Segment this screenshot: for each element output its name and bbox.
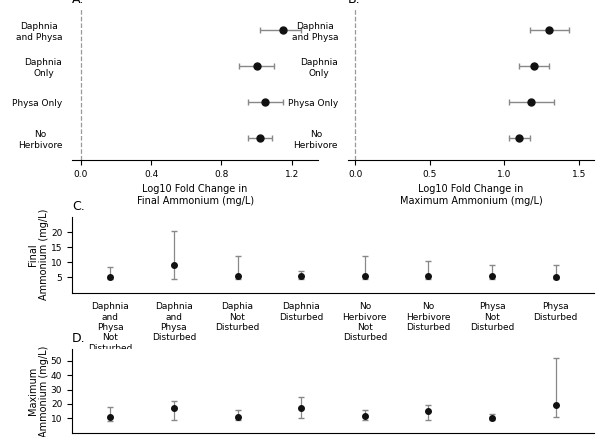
X-axis label: Log10 Fold Change in
Final Ammonium (mg/L): Log10 Fold Change in Final Ammonium (mg/… (137, 184, 254, 206)
X-axis label: Log10 Fold Change in
Maximum Ammonium (mg/L): Log10 Fold Change in Maximum Ammonium (m… (400, 184, 542, 206)
Y-axis label: Maximum
Ammonium (mg/L): Maximum Ammonium (mg/L) (28, 345, 49, 437)
Text: B.: B. (348, 0, 361, 6)
Text: C.: C. (72, 200, 85, 213)
Text: A.: A. (72, 0, 84, 6)
Text: D.: D. (72, 332, 86, 345)
Y-axis label: Final
Ammonium (mg/L): Final Ammonium (mg/L) (28, 209, 49, 300)
